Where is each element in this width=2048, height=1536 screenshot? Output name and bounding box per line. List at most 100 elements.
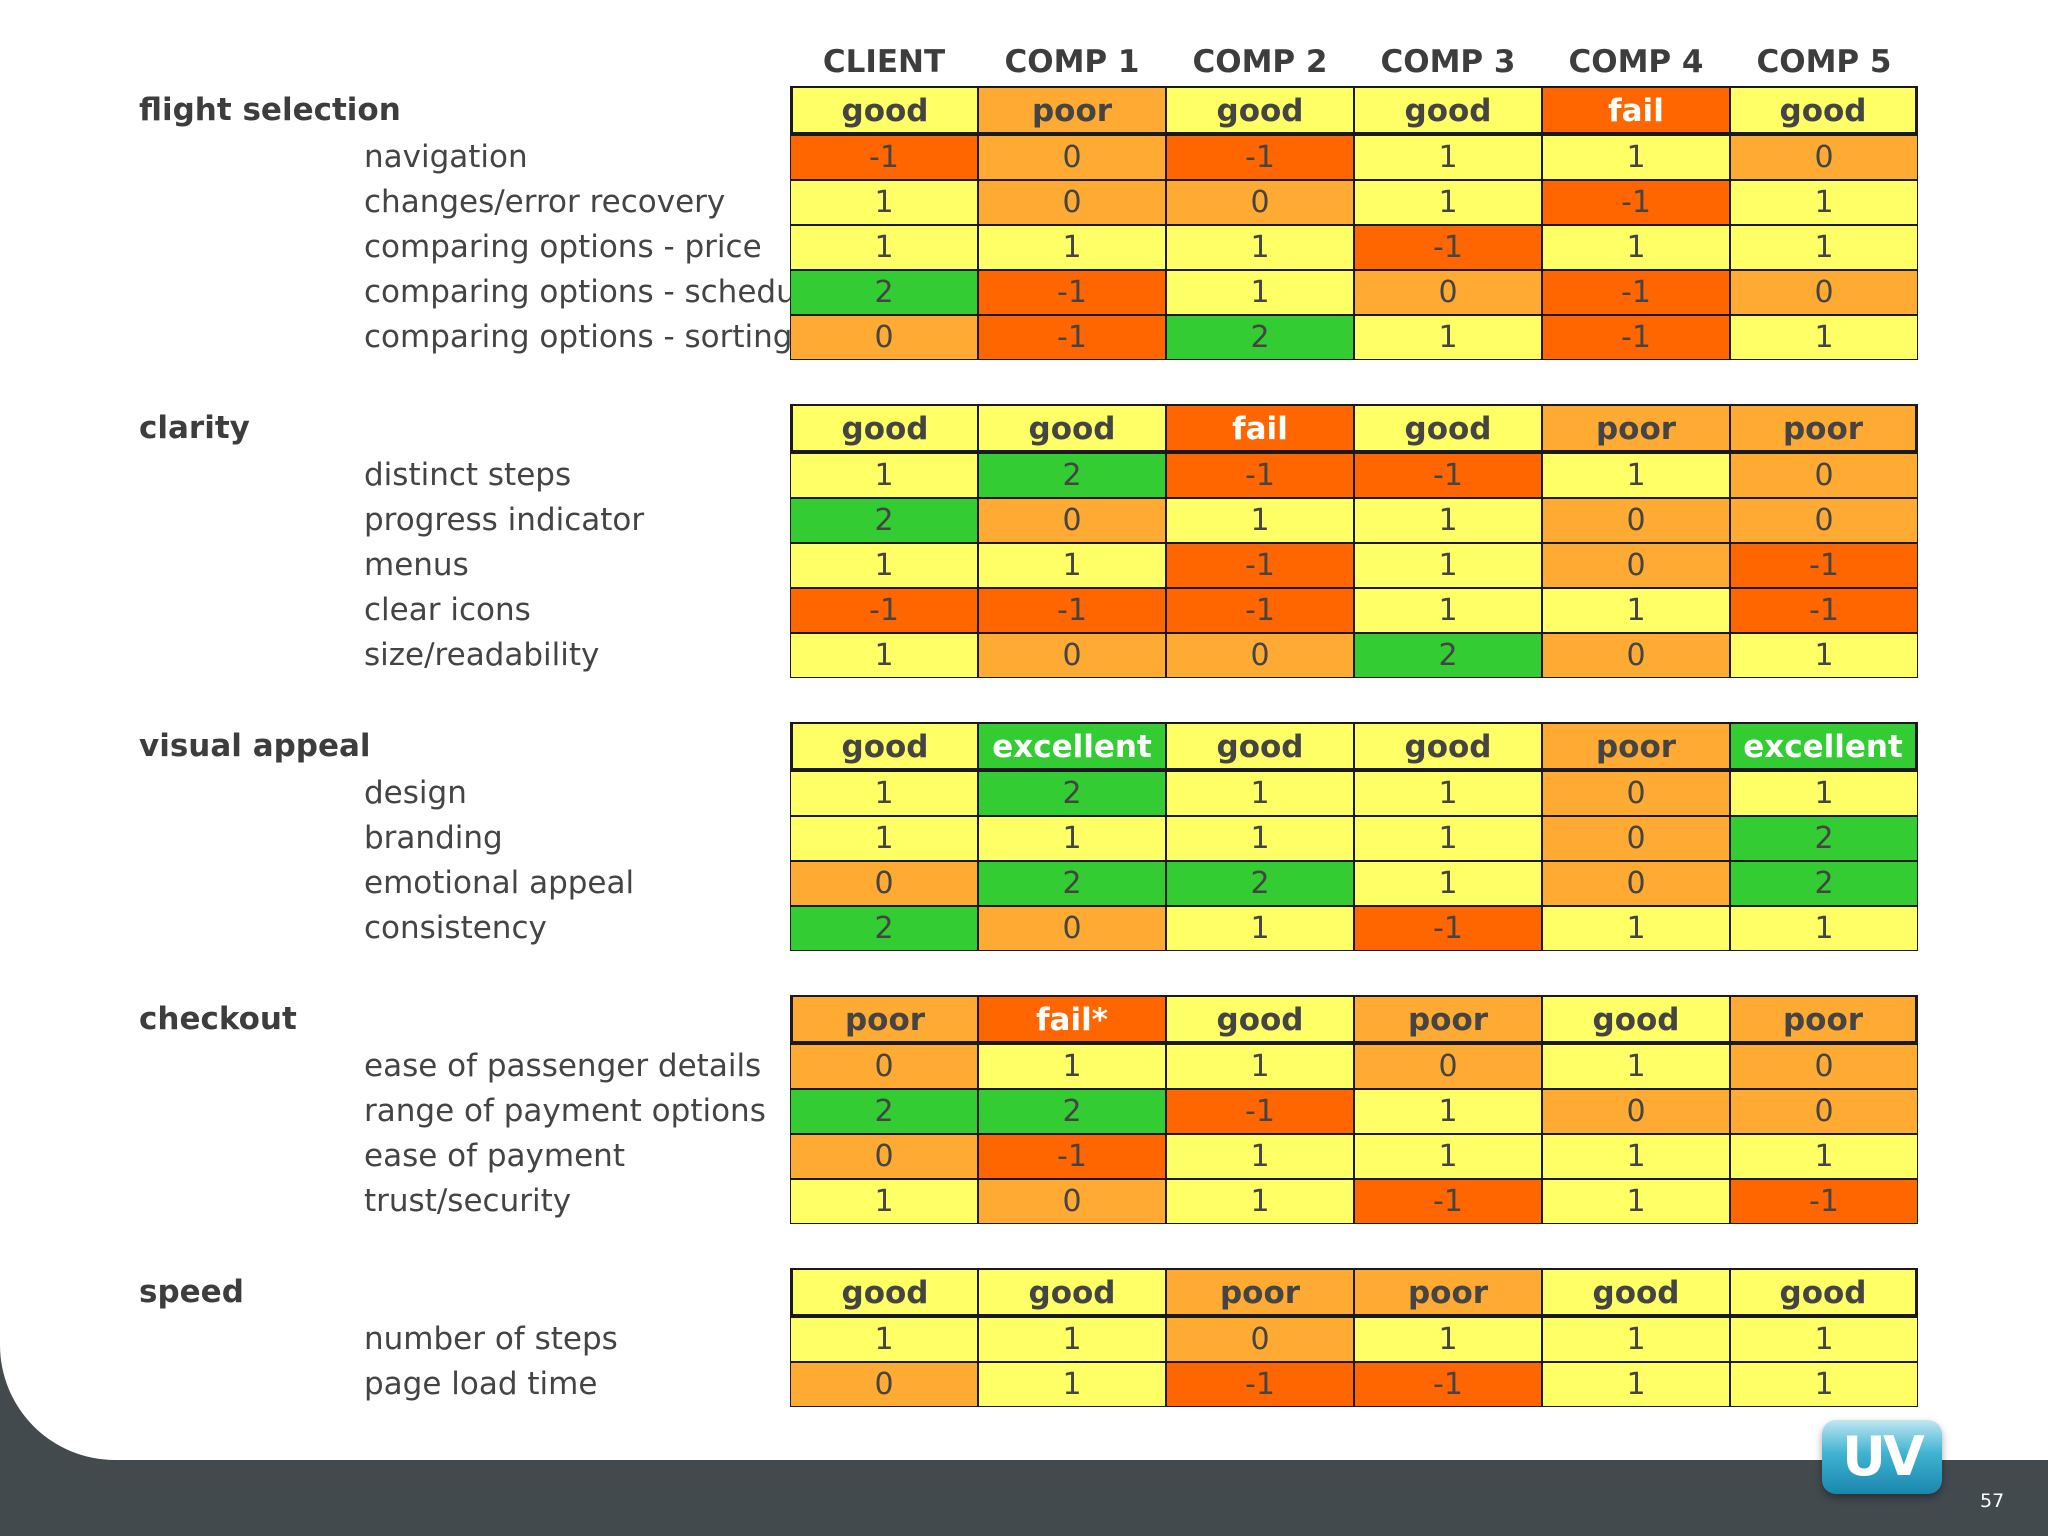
score-cell: 1 xyxy=(790,816,978,861)
row-label-trust-security: trust/security xyxy=(364,1183,572,1219)
score-cell: 1 xyxy=(1354,1134,1542,1179)
score-cell: 1 xyxy=(1542,906,1730,951)
score-cell: 0 xyxy=(1166,633,1354,678)
row-label-navigation: navigation xyxy=(364,139,528,175)
row-label-branding: branding xyxy=(364,820,503,856)
rating-cell: good xyxy=(1542,995,1730,1044)
score-cell: 2 xyxy=(978,771,1166,816)
score-cell: 1 xyxy=(1166,771,1354,816)
row-label-page-load-time: page load time xyxy=(364,1366,598,1402)
score-cell: 0 xyxy=(1730,135,1918,180)
score-cell: 2 xyxy=(1166,315,1354,360)
row-label-comparing-options-price: comparing options - price xyxy=(364,229,762,265)
score-cell: 1 xyxy=(790,225,978,270)
score-cell: 1 xyxy=(978,225,1166,270)
score-cell: -1 xyxy=(1166,453,1354,498)
score-cell: -1 xyxy=(1730,543,1918,588)
score-cell: 0 xyxy=(1542,1089,1730,1134)
score-cell: 1 xyxy=(1730,1362,1918,1407)
score-cell: 1 xyxy=(1354,861,1542,906)
score-cell: 1 xyxy=(790,1179,978,1224)
score-cell: 1 xyxy=(790,1317,978,1362)
score-cell: 0 xyxy=(1354,270,1542,315)
score-cell: 1 xyxy=(978,1362,1166,1407)
rating-cell: fail xyxy=(1166,404,1354,453)
rating-cell: fail* xyxy=(978,995,1166,1044)
rating-cell: good xyxy=(790,86,978,135)
score-cell: 1 xyxy=(1354,315,1542,360)
rating-cell: good xyxy=(1354,404,1542,453)
score-cell: 0 xyxy=(790,315,978,360)
rating-cell: good xyxy=(1730,1268,1918,1317)
score-cell: 1 xyxy=(978,1044,1166,1089)
rating-cell: good xyxy=(1166,722,1354,771)
score-cell: 1 xyxy=(1542,135,1730,180)
score-cell: -1 xyxy=(1542,270,1730,315)
score-cell: 1 xyxy=(790,453,978,498)
score-cell: 1 xyxy=(1354,1089,1542,1134)
section-title-checkout: checkout xyxy=(139,1001,297,1037)
score-cell: -1 xyxy=(1730,588,1918,633)
score-cell: 0 xyxy=(1542,633,1730,678)
rating-cell: good xyxy=(978,1268,1166,1317)
column-header-comp-5: COMP 5 xyxy=(1756,44,1892,80)
score-cell: 0 xyxy=(790,861,978,906)
score-cell: 1 xyxy=(1730,225,1918,270)
score-cell: 1 xyxy=(1730,180,1918,225)
score-cell: 1 xyxy=(1354,498,1542,543)
score-cell: 0 xyxy=(978,180,1166,225)
row-label-menus: menus xyxy=(364,547,469,583)
row-label-ease-of-passenger-details: ease of passenger details xyxy=(364,1048,762,1084)
score-cell: 0 xyxy=(1354,1044,1542,1089)
score-cell: -1 xyxy=(1354,906,1542,951)
score-cell: 0 xyxy=(978,1179,1166,1224)
uv-logo-icon: UV xyxy=(1822,1420,1942,1494)
score-cell: 0 xyxy=(1730,453,1918,498)
score-cell: 2 xyxy=(1354,633,1542,678)
section-title-speed: speed xyxy=(139,1274,244,1310)
score-cell: -1 xyxy=(978,1134,1166,1179)
rating-cell: poor xyxy=(1730,404,1918,453)
score-cell: 0 xyxy=(1542,543,1730,588)
score-cell: -1 xyxy=(1542,315,1730,360)
score-cell: 1 xyxy=(1542,225,1730,270)
score-cell: 2 xyxy=(978,453,1166,498)
rating-cell: poor xyxy=(1542,722,1730,771)
rating-cell: good xyxy=(978,404,1166,453)
score-cell: 1 xyxy=(1166,906,1354,951)
rating-cell: poor xyxy=(1730,995,1918,1044)
rating-cell: good xyxy=(1542,1268,1730,1317)
row-label-size-readability: size/readability xyxy=(364,637,600,673)
score-cell: 1 xyxy=(790,633,978,678)
score-cell: 1 xyxy=(1354,135,1542,180)
rating-cell: poor xyxy=(1542,404,1730,453)
score-cell: -1 xyxy=(1730,1179,1918,1224)
score-cell: 2 xyxy=(1730,861,1918,906)
score-cell: 1 xyxy=(790,543,978,588)
row-label-clear-icons: clear icons xyxy=(364,592,531,628)
rating-cell: good xyxy=(1730,86,1918,135)
rating-cell: fail xyxy=(1542,86,1730,135)
score-cell: -1 xyxy=(978,588,1166,633)
score-cell: 2 xyxy=(790,498,978,543)
row-label-number-of-steps: number of steps xyxy=(364,1321,618,1357)
score-cell: 1 xyxy=(1730,1317,1918,1362)
score-cell: 1 xyxy=(1542,1362,1730,1407)
rating-cell: good xyxy=(1166,995,1354,1044)
row-label-distinct-steps: distinct steps xyxy=(364,457,572,493)
score-cell: 1 xyxy=(1166,270,1354,315)
score-cell: 1 xyxy=(1354,771,1542,816)
column-header-comp-4: COMP 4 xyxy=(1568,44,1704,80)
score-cell: -1 xyxy=(1542,180,1730,225)
score-cell: 2 xyxy=(790,1089,978,1134)
score-cell: 0 xyxy=(1730,498,1918,543)
rating-cell: good xyxy=(1354,86,1542,135)
score-cell: 1 xyxy=(1730,1134,1918,1179)
score-cell: 1 xyxy=(1166,816,1354,861)
section-title-flight-selection: flight selection xyxy=(139,92,401,128)
row-label-emotional-appeal: emotional appeal xyxy=(364,865,635,901)
score-cell: 1 xyxy=(790,771,978,816)
score-cell: 1 xyxy=(1166,225,1354,270)
score-cell: 2 xyxy=(978,861,1166,906)
score-cell: -1 xyxy=(1354,453,1542,498)
